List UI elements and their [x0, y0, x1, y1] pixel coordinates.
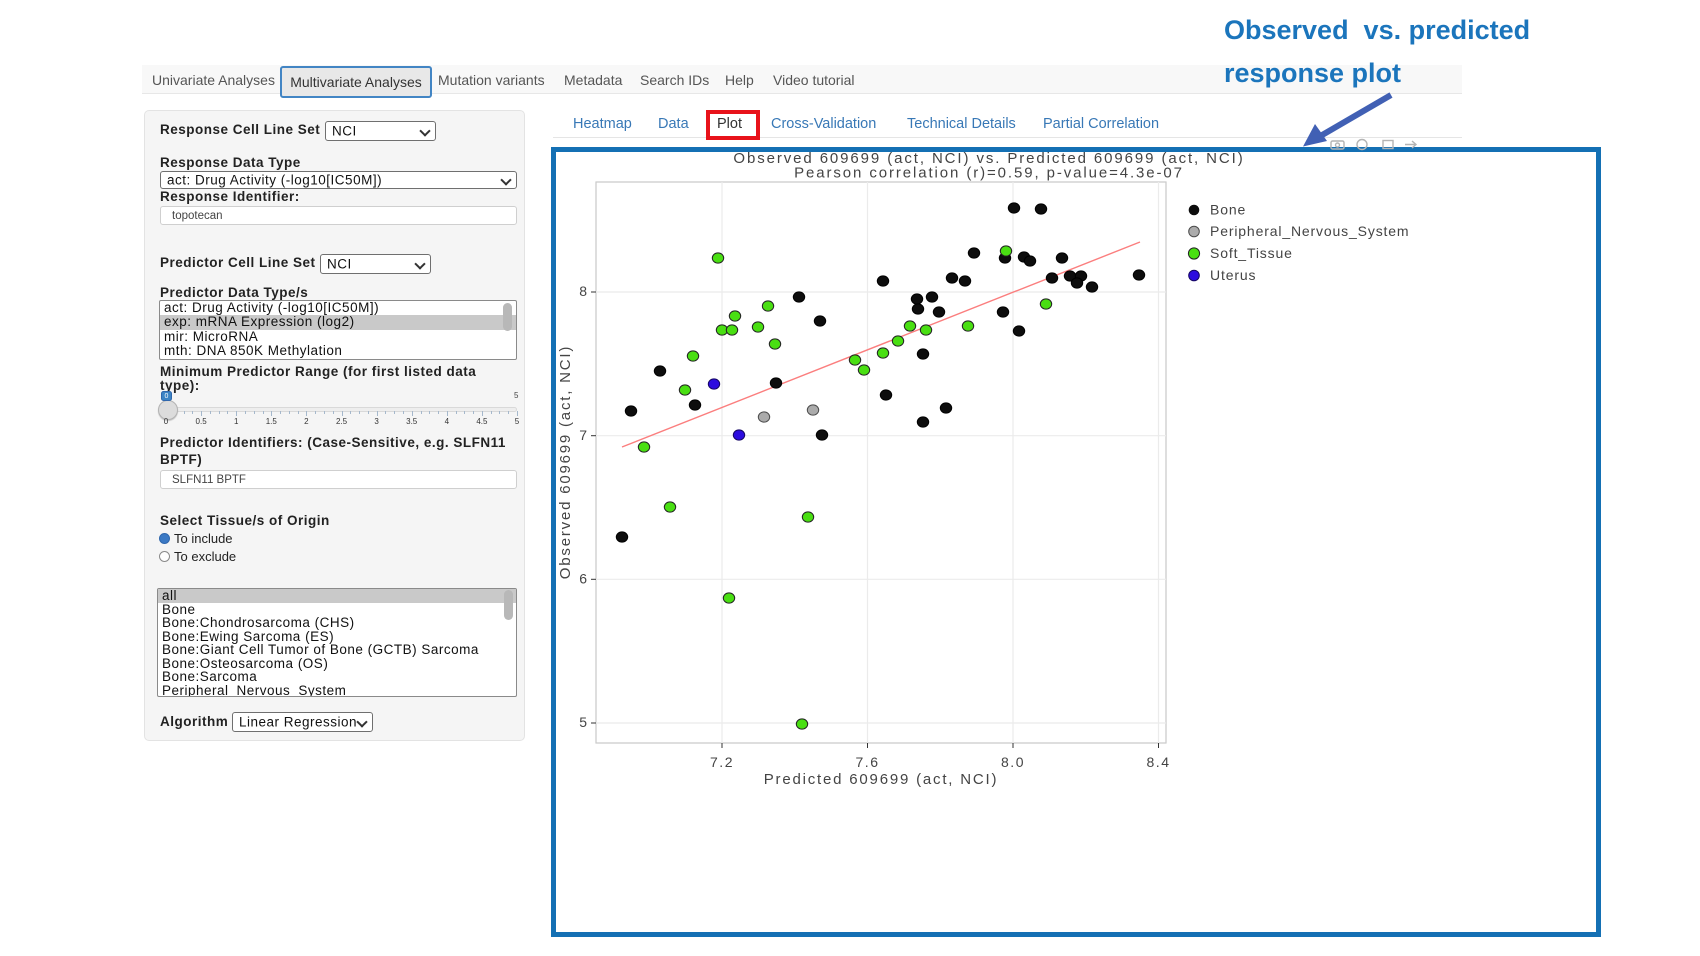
svg-text:Observed 609699 (act, NCI): Observed 609699 (act, NCI) — [557, 345, 574, 579]
svg-text:Soft_Tissue: Soft_Tissue — [1210, 245, 1293, 261]
svg-text:Observed 609699 (act, NCI) vs.: Observed 609699 (act, NCI) vs. Predicted… — [733, 150, 1244, 167]
svg-text:7.6: 7.6 — [856, 754, 880, 770]
svg-text:Pearson correlation (r)=0.59,: Pearson correlation (r)=0.59, p-value=4.… — [794, 165, 1184, 182]
svg-text:7: 7 — [579, 427, 587, 443]
svg-text:8.0: 8.0 — [1001, 754, 1025, 770]
svg-text:Peripheral_Nervous_System: Peripheral_Nervous_System — [1210, 223, 1409, 239]
svg-text:Uterus: Uterus — [1210, 267, 1256, 283]
svg-text:8: 8 — [579, 283, 587, 299]
svg-text:8.4: 8.4 — [1147, 754, 1171, 770]
svg-text:Predicted 609699 (act, NCI): Predicted 609699 (act, NCI) — [764, 771, 999, 788]
svg-text:6: 6 — [579, 571, 587, 587]
svg-text:Bone: Bone — [1210, 202, 1246, 218]
svg-text:5: 5 — [579, 714, 587, 730]
svg-text:7.2: 7.2 — [710, 754, 734, 770]
